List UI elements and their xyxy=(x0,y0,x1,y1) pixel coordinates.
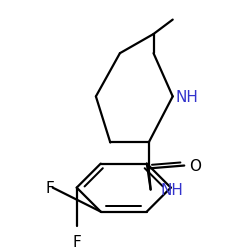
Text: O: O xyxy=(189,159,201,173)
Text: NH: NH xyxy=(160,182,183,197)
Text: F: F xyxy=(72,234,81,249)
Text: NH: NH xyxy=(176,89,199,105)
Text: F: F xyxy=(45,180,54,195)
